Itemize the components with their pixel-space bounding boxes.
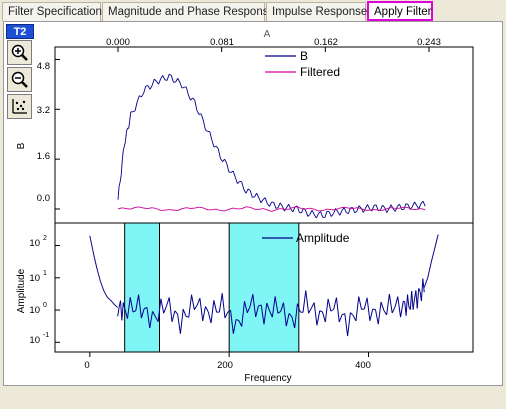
tab-impulse-response[interactable]: Impulse Response xyxy=(266,2,367,21)
tab-bar: Filter Specification Magnitude and Phase… xyxy=(0,0,506,22)
graph-panel xyxy=(3,21,503,386)
rescale-button[interactable] xyxy=(7,94,32,119)
tab-magnitude-phase-response[interactable]: Magnitude and Phase Response xyxy=(102,2,275,21)
rescale-icon xyxy=(12,99,27,114)
tab-apply-filter[interactable]: Apply Filter xyxy=(367,1,433,21)
status-strip xyxy=(0,386,506,409)
zoom-out-button[interactable] xyxy=(7,67,32,92)
layer-tag[interactable]: T2 xyxy=(6,24,34,39)
tab-filter-specification[interactable]: Filter Specification xyxy=(2,2,102,21)
zoom-in-button[interactable] xyxy=(7,40,32,65)
zoom-out-icon xyxy=(11,71,28,88)
zoom-in-icon xyxy=(11,44,28,61)
